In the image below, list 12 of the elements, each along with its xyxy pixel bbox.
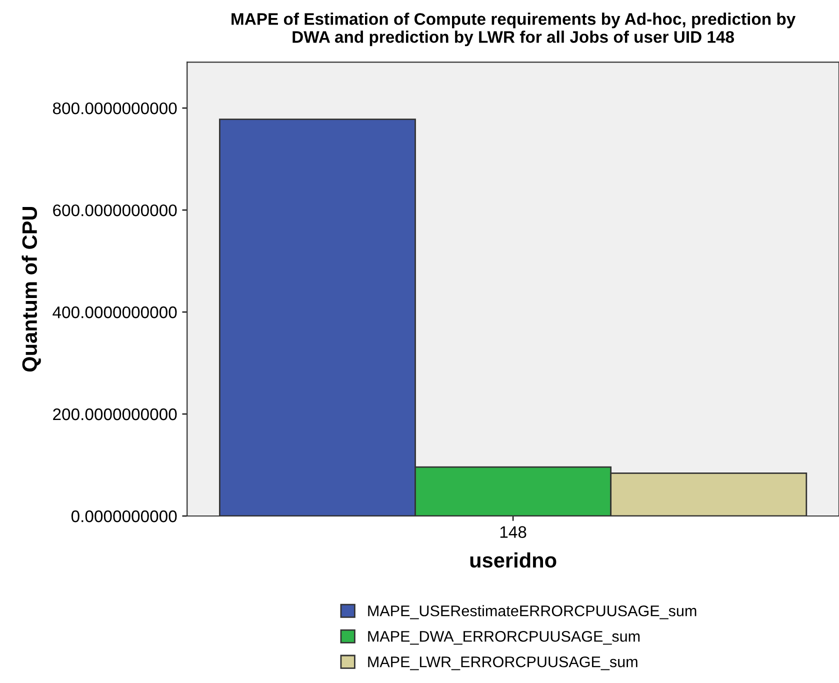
y-tick-label: 0.0000000000 [71,510,177,522]
y-tick-label: 400.0000000000 [52,306,177,318]
y-axis-title: Quantum of CPU [22,207,41,372]
legend-label: MAPE_USERestimateERRORCPUUSAGE_sum [368,605,696,620]
chart-title: MAPE of Estimation of Compute requirements by Ad-hoc, prediction by DWA and prediction by LWR for all Jobs of user UID 148 [232,12,796,46]
legend-label: MAPE_LWR_ERRORCPUUSAGE_sum [368,656,638,670]
legend-label: MAPE_DWA_ERRORCPUUSAGE_sum [368,630,640,645]
x-axis-title: useridno [470,552,556,568]
y-tick-label: 600.0000000000 [53,204,177,216]
y-tick-label: 200.0000000000 [53,408,177,420]
x-tick-label: 148 [500,526,526,538]
y-tick-label: 800.0000000000 [52,102,177,114]
